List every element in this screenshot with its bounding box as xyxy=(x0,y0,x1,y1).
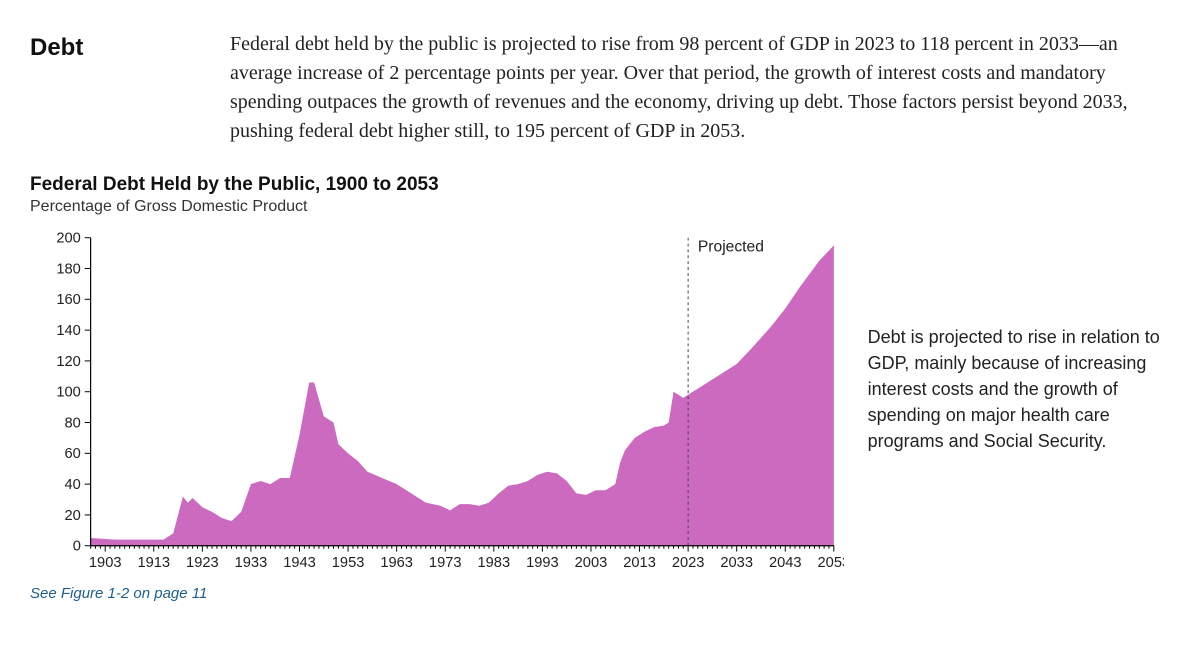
svg-text:1993: 1993 xyxy=(526,555,559,571)
chart-block: Federal Debt Held by the Public, 1900 to… xyxy=(30,174,1161,602)
section-heading: Debt xyxy=(30,30,230,62)
chart-title: Federal Debt Held by the Public, 1900 to… xyxy=(30,174,1161,196)
svg-text:1963: 1963 xyxy=(380,555,413,571)
svg-text:1903: 1903 xyxy=(89,555,122,571)
svg-text:0: 0 xyxy=(73,539,81,555)
svg-text:1923: 1923 xyxy=(186,555,219,571)
svg-text:1913: 1913 xyxy=(137,555,170,571)
debt-area-chart: 0 20 40 60 80 100 120 140 160 180 200 1903 1913 1923 1… xyxy=(30,224,844,579)
chart-side-note: Debt is projected to rise in relation to… xyxy=(868,324,1161,454)
intro-row: Debt Federal debt held by the public is … xyxy=(30,30,1161,146)
svg-text:1953: 1953 xyxy=(332,555,365,571)
svg-text:Projected: Projected xyxy=(698,238,764,255)
svg-text:180: 180 xyxy=(56,261,80,277)
svg-text:2043: 2043 xyxy=(769,555,802,571)
svg-text:1933: 1933 xyxy=(235,555,268,571)
chart-footnote: See Figure 1-2 on page 11 xyxy=(30,585,1161,602)
svg-text:40: 40 xyxy=(65,477,81,493)
svg-text:160: 160 xyxy=(56,292,80,308)
svg-text:1983: 1983 xyxy=(478,555,511,571)
svg-text:20: 20 xyxy=(65,508,81,524)
svg-text:2033: 2033 xyxy=(720,555,753,571)
svg-text:1943: 1943 xyxy=(283,555,316,571)
chart-row: 0 20 40 60 80 100 120 140 160 180 200 1903 1913 1923 1… xyxy=(30,224,1161,579)
svg-text:2013: 2013 xyxy=(623,555,656,571)
svg-text:2023: 2023 xyxy=(672,555,705,571)
svg-text:2003: 2003 xyxy=(575,555,608,571)
section-body: Federal debt held by the public is proje… xyxy=(230,30,1130,146)
svg-text:2053: 2053 xyxy=(818,555,844,571)
page: Debt Federal debt held by the public is … xyxy=(0,0,1191,670)
svg-text:120: 120 xyxy=(56,354,80,370)
chart-subtitle: Percentage of Gross Domestic Product xyxy=(30,198,1161,216)
svg-text:200: 200 xyxy=(56,231,80,247)
svg-text:140: 140 xyxy=(56,323,80,339)
svg-text:80: 80 xyxy=(65,415,81,431)
svg-text:60: 60 xyxy=(65,446,81,462)
svg-text:1973: 1973 xyxy=(429,555,462,571)
svg-text:100: 100 xyxy=(56,385,80,401)
